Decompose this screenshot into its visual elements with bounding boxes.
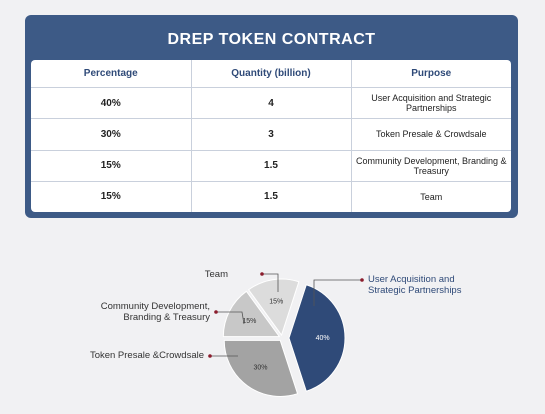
header-cell: Percentage (31, 60, 192, 89)
pie-slice (247, 278, 300, 337)
pie-slice (222, 290, 281, 338)
header-row: Percentage Quantity (billion) Purpose (31, 60, 511, 89)
legend-label: User Acquisition and Strategic Partnersh… (368, 274, 462, 296)
connector (313, 279, 362, 306)
table-cell: 3 (190, 118, 352, 151)
slice-value-label: 40% (316, 335, 330, 342)
slice-value-label: 15% (269, 299, 283, 306)
pie-slice (288, 284, 346, 392)
table-cell: 4 (190, 87, 352, 120)
connector-dot (214, 310, 218, 314)
connector (262, 273, 279, 292)
legend-label: Team (204, 269, 228, 280)
legend-label: Token Presale &Crowdsale (89, 350, 204, 361)
table-cell: User Acquisition and Strategic Partnersh… (350, 87, 511, 120)
table-row: 15% 1.5 Team (31, 180, 511, 212)
table-cell: 1.5 (190, 180, 352, 212)
table-cell: 30% (31, 118, 192, 151)
table-row: 30% 3 Token Presale & Crowdsale (31, 118, 511, 151)
table-cell: Team (350, 180, 511, 212)
header-cell: Quantity (billion) (190, 60, 352, 89)
title: DREP TOKEN CONTRACT (167, 31, 376, 48)
connector (216, 311, 245, 325)
slice-value-label: 15% (242, 318, 256, 325)
contract-table: Percentage Quantity (billion) Purpose 40% 4 U… (31, 60, 511, 212)
connector-dot (208, 354, 212, 358)
table-row: 40% 4 User Acquisition and Strategic Partn… (31, 87, 511, 120)
table-cell: 40% (31, 87, 192, 120)
legend-label: Community Development, Branding & Treasu… (100, 301, 210, 323)
table-cell: Community Development, Branding & Treasu… (350, 149, 511, 182)
contract-card: DREP TOKEN CONTRACT Percentage Quantity (… (25, 15, 518, 218)
connector-dot (260, 272, 264, 276)
table-cell: 15% (31, 149, 192, 182)
slice-value-label: 30% (253, 364, 267, 371)
table-cell: 1.5 (190, 149, 352, 182)
connector-dot (360, 278, 364, 282)
table-row: 15% 1.5 Community Development, Branding & … (31, 149, 511, 182)
table-cell: 15% (31, 180, 192, 212)
pie-slice (223, 339, 299, 397)
table-cell: Token Presale & Crowdsale (350, 118, 511, 151)
